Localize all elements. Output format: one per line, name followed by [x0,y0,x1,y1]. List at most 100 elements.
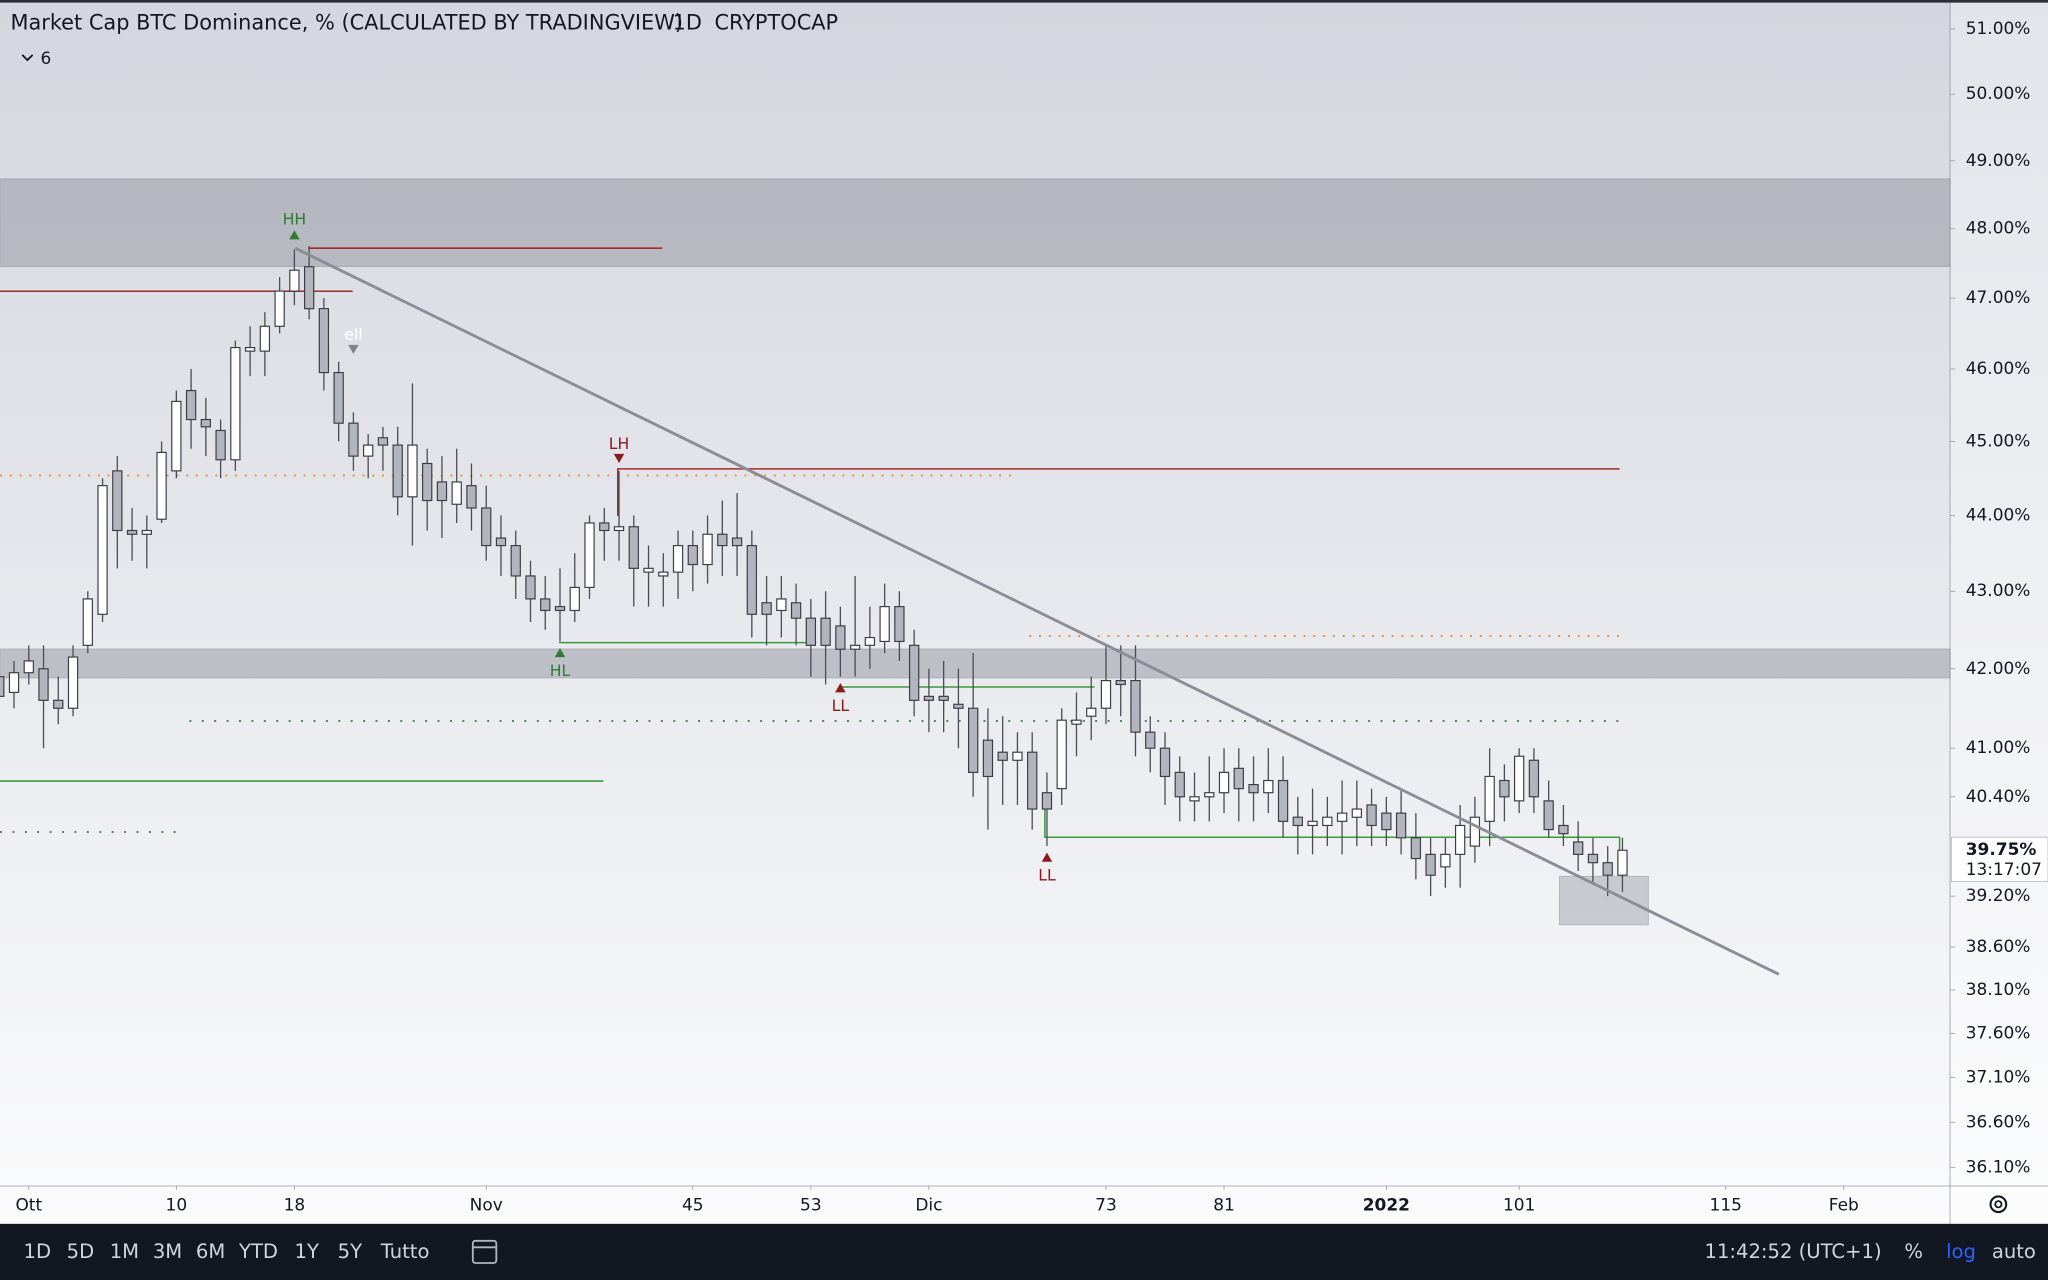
range-button[interactable]: 5D [67,1240,95,1263]
y-tick-label: 36.10% [1966,1158,2031,1178]
y-tick-label: 36.60% [1966,1112,2031,1132]
annotation-arrow [554,647,566,658]
candles [0,245,1628,897]
y-tick-label: 47.00% [1966,288,2031,308]
date-range-icon[interactable] [471,1239,498,1264]
y-tick-label: 43.00% [1966,581,2031,601]
toolbar-items: 1D 5D 1M 3M 6M YTD 1Y 5Y Tutto% log auto [24,1240,2036,1263]
annotation-label: LL [832,696,850,715]
range-button[interactable]: 1M [110,1240,139,1263]
bottom-toolbar [0,1223,2048,1280]
candle-body [1366,804,1377,827]
y-tick-label: 37.10% [1966,1068,2031,1088]
candle-body [112,470,123,532]
candle-body [864,636,876,646]
candle-body [658,571,669,577]
candle-body [1543,800,1554,831]
candle-body [82,598,93,646]
y-tick-label: 38.60% [1966,937,2031,957]
range-button[interactable]: Tutto [380,1240,430,1263]
annotation-arrow [835,683,846,693]
annotation-arrow [613,453,625,464]
candle-body [1086,707,1097,717]
y-tick-label: 50.00% [1966,84,2031,104]
x-tick-label: 101 [1503,1196,1535,1216]
candle-body [8,672,20,694]
candle-body [672,544,684,573]
drawings [0,178,1951,926]
candle-body [835,625,846,650]
candle-body [171,400,182,472]
candle-body [1145,731,1156,749]
x-tick-label: Dic [915,1196,942,1216]
y-tick-label: 37.60% [1966,1023,2031,1043]
x-tick-label: 81 [1213,1196,1235,1216]
price-axis-panel [1950,0,2048,1224]
scale-option[interactable]: % [1904,1240,1923,1263]
candle-body [746,544,757,615]
candle-body [805,617,817,646]
chart-title: Market Cap BTC Dominance, % (CALCULATED … [10,11,683,35]
range-button[interactable]: 3M [153,1240,182,1263]
candle-body [982,739,994,778]
y-tick-label: 46.00% [1966,359,2031,379]
candle-body [481,507,492,547]
range-button[interactable]: 5Y [338,1240,362,1263]
candle-body [540,598,551,612]
settings-icon[interactable] [1989,1195,2008,1214]
candle-body [584,522,595,589]
x-tick-label: 115 [1710,1196,1742,1216]
candle-body [407,444,418,498]
candle-body [1528,759,1540,798]
candle-body [569,586,580,612]
x-tick-label: Nov [470,1196,503,1216]
candle-body [1395,812,1407,839]
range-button[interactable]: 1D [24,1240,52,1263]
candle-body [392,444,403,498]
candle-body [1012,751,1023,761]
indicator-count[interactable]: 6 [40,49,51,69]
candle-body [1322,816,1333,827]
resistance-line [617,468,1620,516]
candle-body [274,290,285,327]
candle-body [879,606,890,643]
support-line [1044,803,1621,851]
candle-body [1440,853,1451,868]
candle-body [1233,767,1244,790]
scale-option[interactable]: log [1946,1240,1976,1263]
scale-option[interactable]: auto [1992,1240,2036,1263]
candle-body [1174,771,1185,798]
candle-body [554,606,566,612]
collapse-icon[interactable] [21,54,34,62]
candle-body [1484,775,1495,822]
candle-body [938,695,949,701]
resistance-zone [0,178,1951,267]
candle-body [495,537,507,547]
candle-body [761,602,772,615]
candle-body [451,481,462,505]
y-tick-label: 51.00% [1966,19,2031,39]
candle-body [377,437,389,446]
x-tick-label: 18 [284,1196,306,1216]
range-button[interactable]: YTD [238,1240,278,1263]
candle-body [687,544,698,566]
candle-body [613,526,625,532]
y-tick-label: 38.10% [1966,980,2031,1000]
candle-body [953,703,964,709]
clock[interactable]: 11:42:52 (UTC+1) [1704,1240,1881,1263]
candle-body [908,644,920,701]
candle-body [303,266,315,310]
candle-body [510,544,521,577]
range-button[interactable]: 6M [196,1240,225,1263]
candle-body [318,308,330,374]
candle-body [1100,679,1112,709]
candle-body [894,606,905,643]
candle-body [156,451,167,520]
candle-body [923,695,935,701]
candle-body [1351,808,1363,818]
candle-body [1159,747,1171,778]
candle-body [244,346,256,352]
candle-body [1027,751,1038,810]
range-button[interactable]: 1Y [295,1240,319,1263]
